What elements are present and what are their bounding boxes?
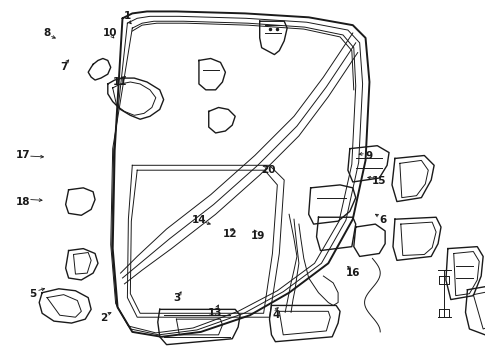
Text: 7: 7: [60, 62, 67, 72]
Text: 14: 14: [192, 215, 207, 225]
Text: 9: 9: [366, 151, 372, 161]
Text: 12: 12: [222, 229, 237, 239]
Text: 4: 4: [272, 310, 280, 320]
Text: 13: 13: [208, 309, 222, 318]
Text: 20: 20: [261, 165, 275, 175]
Text: 18: 18: [16, 197, 30, 207]
Text: 17: 17: [16, 150, 30, 159]
Text: 6: 6: [380, 215, 387, 225]
Text: 5: 5: [29, 289, 36, 298]
Text: 10: 10: [102, 27, 117, 37]
Text: 8: 8: [44, 27, 51, 37]
Text: 1: 1: [124, 11, 131, 21]
Text: 3: 3: [173, 293, 180, 303]
Text: 11: 11: [113, 77, 127, 87]
Text: 15: 15: [372, 176, 387, 186]
Text: 16: 16: [346, 269, 360, 279]
Text: 19: 19: [251, 231, 266, 241]
Text: 2: 2: [100, 313, 107, 323]
